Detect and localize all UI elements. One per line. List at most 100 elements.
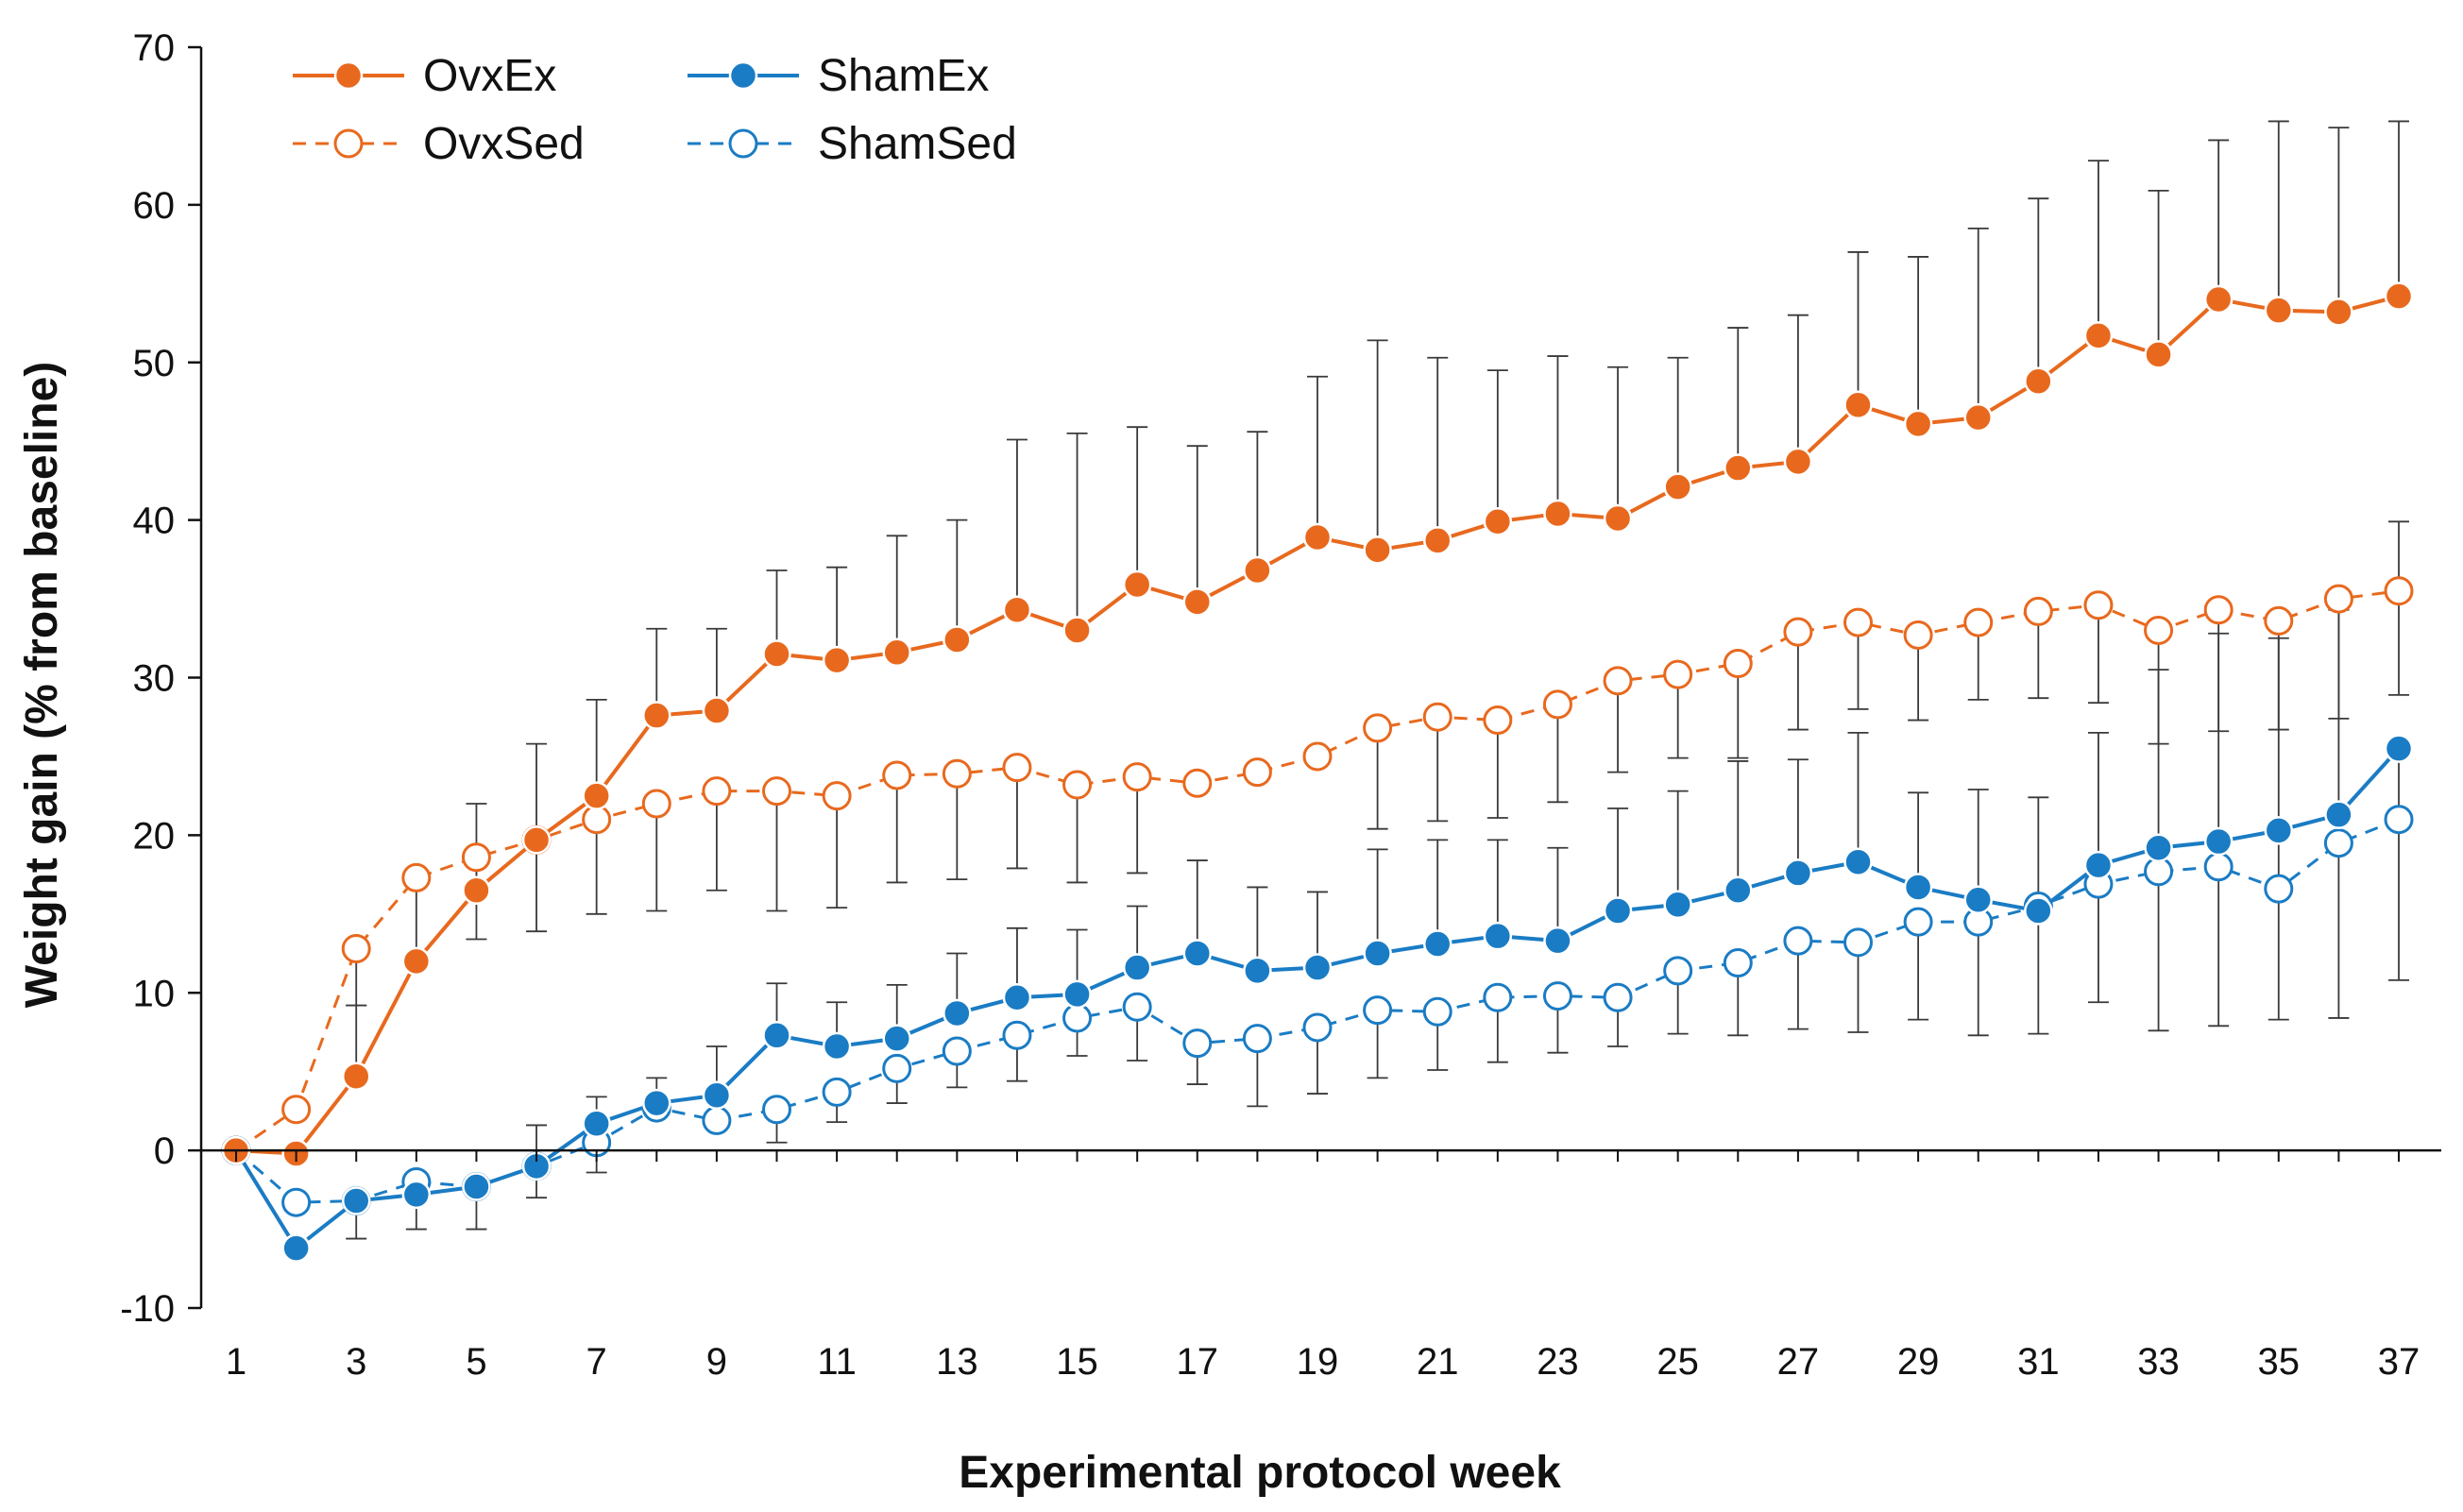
point-shamsed [1483, 982, 1513, 1012]
point-shamex [642, 1088, 671, 1118]
point-ovxsed [702, 776, 732, 807]
point-ovxsed [1363, 713, 1393, 743]
series-points-layer [221, 281, 2414, 1263]
x-tick-label: 17 [1177, 1341, 1219, 1383]
point-ovxex [1062, 616, 1092, 645]
point-shamsed [1363, 995, 1393, 1026]
point-shamsed [2264, 874, 2294, 904]
point-shamsed [1723, 948, 1753, 978]
point-ovxex [2324, 297, 2353, 327]
point-ovxex [1963, 402, 1993, 433]
point-ovxex [1903, 409, 1933, 439]
point-shamex [1663, 890, 1692, 920]
y-tick-label: 0 [154, 1130, 175, 1172]
x-tick-label: 23 [1537, 1341, 1579, 1383]
point-ovxsed [1903, 620, 1933, 650]
point-shamsed [281, 1187, 312, 1217]
point-ovxex [1302, 522, 1333, 552]
point-ovxsed [1182, 768, 1213, 798]
point-ovxex [1843, 390, 1873, 420]
point-ovxex [1783, 447, 1813, 477]
point-shamex [1783, 858, 1813, 888]
x-tick-label: 29 [1897, 1341, 1940, 1383]
point-ovxsed [341, 934, 371, 964]
point-shamex [1182, 939, 1213, 968]
y-tick-label: -10 [120, 1288, 175, 1330]
point-ovxex [2203, 284, 2234, 314]
point-ovxex [2144, 340, 2173, 369]
point-ovxsed [2384, 576, 2414, 606]
point-shamex [2264, 816, 2294, 845]
point-ovxsed [1422, 702, 1452, 732]
point-ovxsed [2144, 615, 2174, 645]
y-tick-label: 60 [133, 185, 176, 227]
point-ovxex [762, 639, 791, 669]
x-axis-title: Experimental protocol week [959, 1448, 1561, 1498]
x-tick-label: 31 [2017, 1341, 2060, 1383]
x-tick-label: 1 [226, 1341, 246, 1383]
point-ovxsed [641, 789, 671, 819]
point-ovxex [1422, 526, 1452, 555]
point-shamex [1903, 873, 1933, 902]
point-shamex [1062, 979, 1092, 1010]
x-tick-label: 37 [2378, 1341, 2421, 1383]
point-ovxex [1122, 569, 1152, 600]
legend-label-ovxsed: OvxSed [423, 119, 585, 169]
point-shamex [1963, 885, 1993, 915]
point-ovxsed [1242, 757, 1272, 788]
point-ovxex [1483, 507, 1513, 536]
point-ovxsed [882, 760, 912, 790]
point-shamsed [1542, 981, 1572, 1011]
point-shamex [943, 998, 972, 1028]
point-ovxex [1002, 595, 1032, 624]
error-bars-layer [346, 120, 2409, 1240]
point-ovxex [401, 946, 432, 977]
axes-layer [199, 47, 2441, 1308]
y-tick-label: 40 [133, 501, 176, 542]
legend-marker-shamsed [728, 128, 758, 159]
y-tick-label: 50 [133, 343, 176, 384]
point-shamex [281, 1233, 311, 1263]
point-shamex [2324, 800, 2353, 829]
point-ovxex [702, 696, 732, 725]
point-ovxex [822, 645, 852, 675]
point-ovxsed [401, 862, 432, 892]
point-ovxsed [822, 781, 852, 811]
point-shamex [2203, 826, 2234, 857]
point-shamsed [1122, 992, 1152, 1022]
point-shamsed [882, 1053, 912, 1083]
legend-marker-ovxex [333, 60, 364, 91]
point-ovxsed [1603, 666, 1633, 696]
point-shamex [1002, 983, 1032, 1012]
point-ovxsed [2323, 584, 2353, 614]
point-ovxex [1363, 535, 1392, 565]
y-axis-ticks: -10 0 10 20 30 40 50 60 70 [120, 27, 201, 1330]
point-ovxex [2384, 281, 2414, 311]
point-shamsed [1843, 927, 1873, 958]
point-ovxex [462, 875, 491, 906]
point-ovxsed [762, 776, 791, 807]
point-shamsed [2384, 805, 2414, 835]
legend: OvxEx OvxSed ShamEx ShamSed [293, 51, 1017, 169]
y-axis-title: Weight gain (% from baseline) [17, 362, 67, 1009]
point-shamsed [702, 1105, 732, 1135]
x-tick-label: 21 [1417, 1341, 1459, 1383]
point-shamsed [1422, 996, 1452, 1027]
point-shamex [1363, 939, 1392, 968]
y-tick-label: 30 [133, 658, 176, 700]
point-shamex [1843, 847, 1873, 876]
point-ovxsed [281, 1095, 312, 1125]
point-ovxsed [1723, 648, 1753, 678]
x-tick-label: 27 [1777, 1341, 1820, 1383]
point-shamsed [1603, 982, 1633, 1012]
x-tick-label: 7 [586, 1341, 607, 1383]
point-shamsed [1663, 956, 1693, 986]
point-shamsed [942, 1036, 972, 1066]
x-axis-ticks: 1 3 5 7 9 11 13 15 17 19 21 23 25 27 29 31 33 35 37 [226, 1150, 2420, 1383]
point-ovxex [1663, 472, 1692, 501]
point-ovxsed [2083, 590, 2114, 620]
legend-label-ovxex: OvxEx [423, 51, 556, 101]
point-shamsed [1182, 1028, 1213, 1059]
point-ovxsed [1062, 770, 1093, 800]
